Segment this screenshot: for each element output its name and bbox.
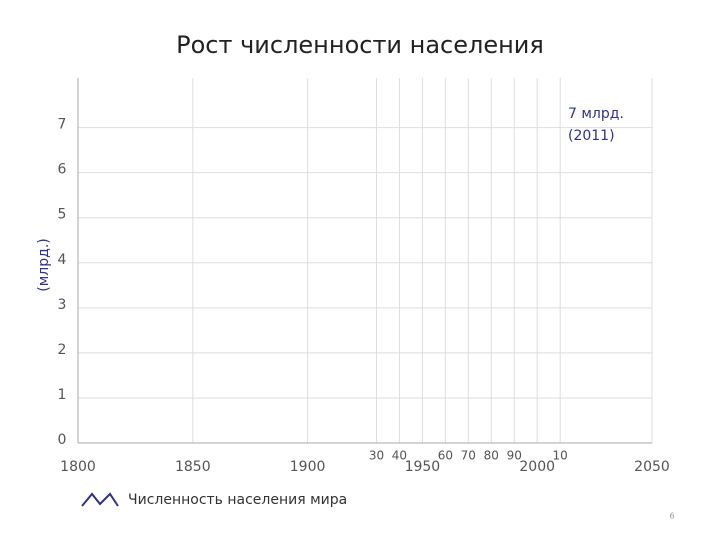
- legend-label: Численность населения мира: [128, 492, 347, 508]
- x-tick-label: 30: [369, 449, 384, 463]
- y-tick-label: 5: [58, 207, 67, 223]
- x-tick-label: 2050: [634, 459, 670, 475]
- x-tick-label: 60: [438, 449, 453, 463]
- annotation: (2011): [568, 128, 615, 144]
- y-tick-label: 1: [58, 387, 67, 403]
- y-tick-label: 4: [58, 252, 67, 268]
- x-tick-label: 90: [507, 449, 522, 463]
- x-tick-label: 70: [461, 449, 476, 463]
- chart-title: Рост численности населения: [176, 31, 544, 59]
- x-tick-label: 1800: [60, 459, 96, 475]
- y-tick-label: 2: [58, 342, 67, 358]
- page-number: 6: [669, 512, 674, 521]
- x-tick-label: 1950: [405, 459, 441, 475]
- x-tick-label: 2000: [519, 459, 555, 475]
- y-tick-label: 3: [58, 297, 67, 313]
- y-tick-label: 6: [58, 162, 67, 178]
- x-tick-label: 80: [484, 449, 499, 463]
- y-tick-label: 7: [58, 117, 67, 133]
- x-tick-label: 1900: [290, 459, 326, 475]
- x-tick-label: 40: [392, 449, 407, 463]
- annotation: 7 млрд.: [568, 106, 624, 122]
- x-tick-label: 10: [553, 449, 568, 463]
- y-axis-label: (млрд.): [36, 238, 52, 291]
- y-tick-label: 0: [58, 432, 67, 448]
- x-tick-label: 1850: [175, 459, 211, 475]
- legend-icon: [81, 492, 119, 507]
